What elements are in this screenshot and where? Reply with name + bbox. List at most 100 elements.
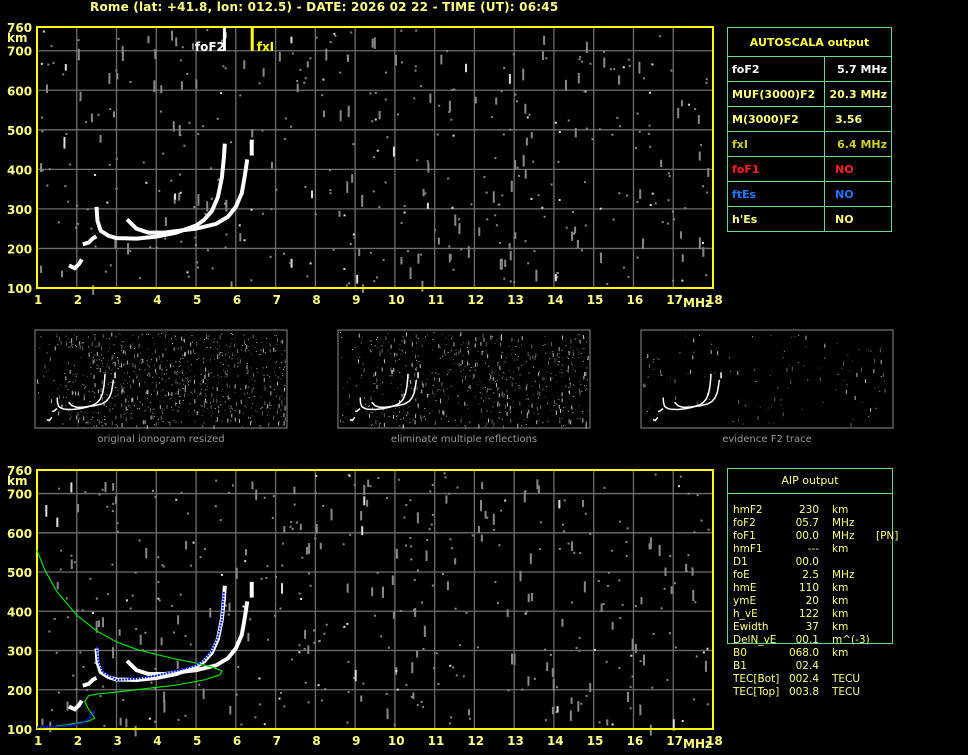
thumbnail-noise — [674, 396, 676, 401]
thumbnail-noise — [279, 341, 281, 343]
noise-speck — [414, 607, 417, 618]
noise-speck — [500, 90, 503, 93]
thumbnail-noise — [151, 382, 153, 384]
thumbnail-noise — [528, 405, 530, 407]
thumbnail-noise — [506, 402, 508, 407]
thumbnail-noise — [485, 342, 487, 347]
thumbnail-noise — [868, 415, 870, 417]
thumbnail-noise — [424, 418, 426, 420]
thumbnail-noise — [393, 355, 395, 357]
thumbnail-noise — [203, 422, 205, 424]
noise-speck — [494, 214, 497, 217]
thumbnail-noise — [482, 350, 484, 352]
thumbnail-noise — [233, 343, 235, 348]
noise-speck — [195, 79, 198, 89]
thumbnail-noise — [394, 352, 396, 357]
thumbnail-noise — [39, 336, 41, 338]
aip-unit: km — [832, 647, 849, 659]
thumbnail-noise — [96, 351, 98, 356]
thumbnail-noise — [120, 383, 122, 385]
noise-speck — [526, 610, 529, 613]
noise-speck — [396, 113, 399, 116]
thumbnail-noise — [159, 364, 161, 366]
aip-label: TEC[Bot] — [733, 673, 780, 685]
thumbnail-noise — [399, 425, 401, 427]
thumbnail-noise — [122, 341, 124, 343]
thumbnail-noise — [475, 337, 477, 342]
aip-label: B1 — [733, 660, 747, 672]
thumbnail-noise — [393, 415, 395, 420]
thumbnail-noise — [104, 423, 106, 425]
thumbnail-noise — [446, 374, 448, 376]
thumbnail-noise — [517, 356, 519, 358]
noise-speck — [649, 203, 652, 206]
noise-speck — [196, 261, 199, 264]
thumbnail-noise — [581, 422, 583, 424]
thumbnail-noise — [533, 394, 535, 396]
thumbnail-noise — [77, 394, 79, 396]
noise-speck — [79, 91, 82, 100]
aip-label: DelN_vE — [733, 634, 777, 646]
thumbnail-noise — [551, 372, 553, 374]
x-tick-label: 14 — [547, 734, 564, 748]
thumbnail-noise — [514, 389, 516, 391]
noise-speck — [558, 199, 561, 202]
noise-speck — [179, 191, 182, 194]
thumbnail-noise — [102, 396, 104, 401]
thumbnail-noise — [842, 361, 844, 366]
thumbnail-noise — [179, 400, 181, 405]
noise-speck — [387, 646, 390, 649]
thumbnail-noise — [261, 406, 263, 408]
thumbnail-noise — [270, 391, 272, 396]
thumbnail-noise — [153, 416, 155, 418]
thumbnail-noise — [468, 342, 470, 344]
thumbnail-noise — [152, 337, 154, 339]
noise-speck — [101, 488, 104, 491]
marker-fof2-line — [222, 27, 226, 51]
thumbnail-noise — [439, 358, 441, 360]
noise-speck — [112, 111, 115, 118]
thumbnail-noise — [201, 405, 203, 407]
thumbnail-noise — [525, 398, 527, 400]
thumbnail-noise — [165, 369, 167, 371]
thumbnail-noise — [537, 413, 539, 415]
autoscala-value: 3.56 — [824, 106, 892, 132]
noise-speck — [251, 129, 254, 138]
thumbnail-noise — [242, 412, 244, 414]
thumbnail-noise — [448, 371, 450, 373]
thumbnail-noise — [117, 389, 119, 391]
plot-frame — [36, 26, 714, 289]
noise-speck — [599, 252, 602, 255]
thumbnail-noise — [555, 403, 557, 405]
noise-speck — [64, 185, 67, 188]
noise-speck — [574, 226, 577, 234]
thumbnail-noise — [391, 369, 393, 374]
thumbnail-noise — [518, 366, 520, 371]
thumbnail-noise — [415, 369, 417, 371]
thumbnail-noise — [69, 419, 71, 421]
thumbnail-noise — [149, 365, 151, 367]
noise-speck — [332, 248, 335, 251]
thumbnail-noise — [460, 332, 462, 337]
thumbnail-noise — [280, 378, 282, 380]
thumbnail-noise — [202, 380, 204, 382]
thumbnail-noise — [525, 361, 527, 363]
thumbnail-noise — [379, 422, 381, 424]
noise-speck — [229, 705, 232, 715]
noise-speck — [477, 526, 480, 533]
page-title: Rome (lat: +41.8, lon: 012.5) - DATE: 20… — [90, 0, 559, 14]
thumbnail-noise — [54, 346, 56, 351]
thumbnail-noise — [415, 397, 417, 402]
thumbnail-noise — [552, 352, 554, 357]
thumbnail-noise — [381, 348, 383, 353]
noise-speck — [636, 112, 639, 115]
noise-speck — [204, 548, 207, 551]
thumbnail-noise — [127, 372, 129, 374]
noise-speck — [452, 666, 455, 669]
thumbnail-noise — [742, 423, 744, 425]
thumbnail-noise — [98, 420, 100, 425]
thumbnail-noise — [880, 359, 882, 364]
thumbnail-noise — [478, 423, 480, 425]
thumbnail-noise — [163, 373, 165, 375]
noise-speck — [308, 543, 311, 554]
